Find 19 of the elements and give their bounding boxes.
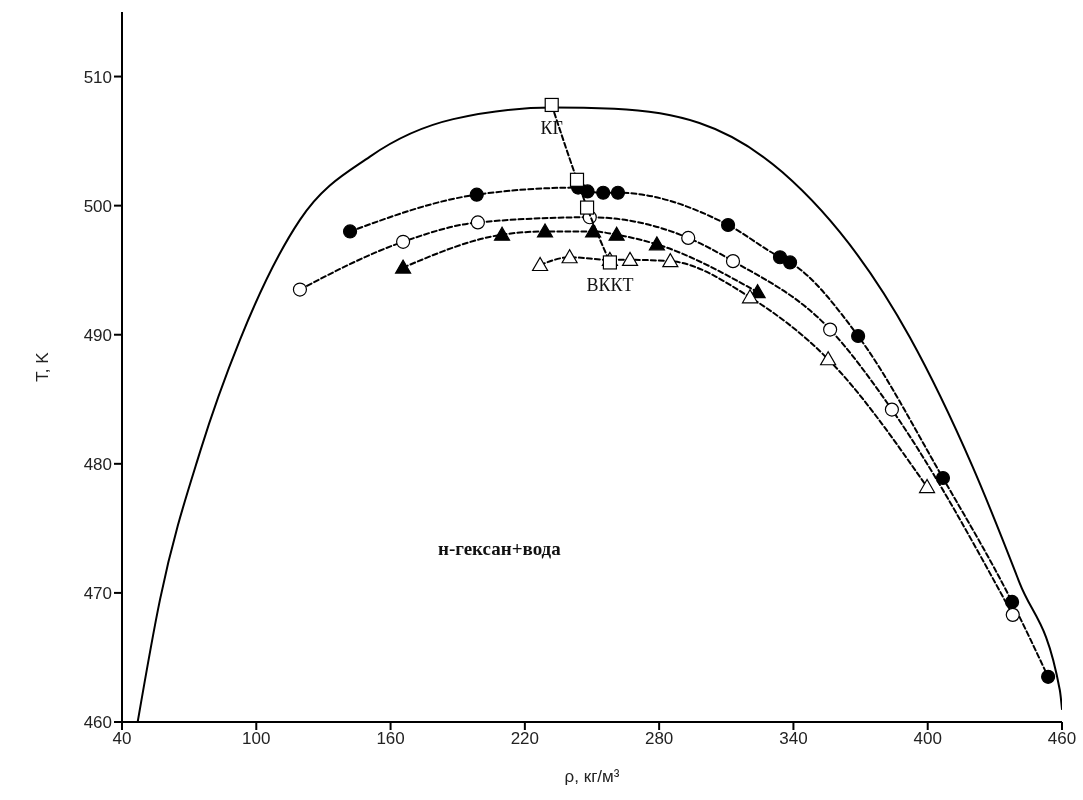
y-tick-label: 500: [83, 196, 112, 216]
x-tick-label: 100: [242, 729, 271, 749]
y-axis-title: T, K: [33, 351, 53, 382]
x-axis-title: ρ, кг/м³: [564, 767, 620, 786]
x-tick-label: 160: [376, 729, 405, 749]
annotation: н-гексан+вода: [438, 538, 561, 560]
x-tick-label: 340: [779, 729, 808, 749]
x-tick-label: 220: [510, 729, 540, 749]
x-tick-label: 40: [112, 729, 132, 749]
y-tick-label: 510: [83, 67, 112, 87]
annotation: ВККТ: [586, 275, 634, 296]
y-tick-label: 470: [83, 583, 112, 603]
y-tick-label: 490: [83, 325, 112, 345]
annotation: КГ: [540, 117, 563, 138]
x-tick-label: 280: [644, 729, 674, 749]
x-tick-label: 400: [913, 729, 942, 749]
x-tick-label: 460: [1047, 729, 1077, 749]
y-tick-label: 480: [83, 454, 112, 474]
y-tick-label: 460: [83, 713, 112, 733]
